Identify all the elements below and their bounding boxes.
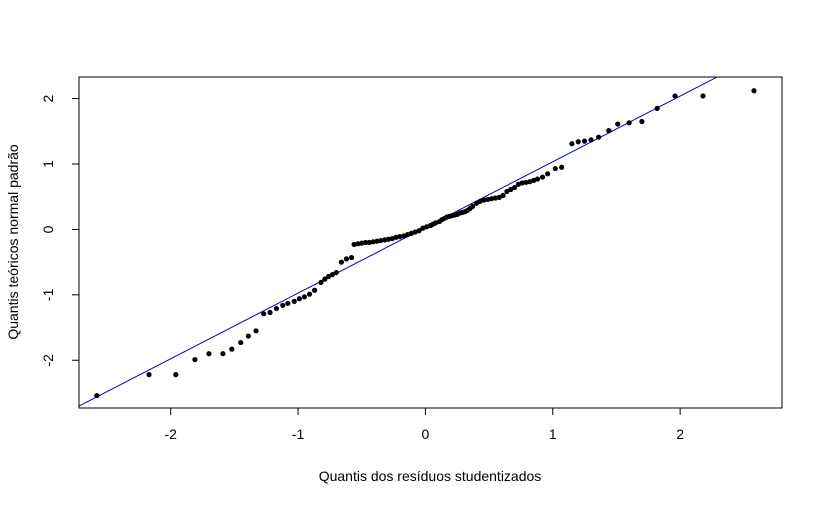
x-tick-label: -2 <box>164 426 177 442</box>
data-point <box>469 203 476 210</box>
data-point <box>534 176 541 182</box>
data-point <box>559 164 565 170</box>
data-point <box>500 192 506 199</box>
x-axis: -2 -1 0 1 2 <box>164 408 684 442</box>
data-point <box>496 194 502 200</box>
plot-area <box>79 77 757 407</box>
data-point <box>285 300 291 306</box>
data-point <box>492 195 499 201</box>
data-point <box>229 346 235 352</box>
data-point <box>312 287 318 293</box>
y-tick-label: -2 <box>40 354 56 367</box>
data-point <box>639 118 645 125</box>
data-point <box>519 180 525 186</box>
data-point <box>366 239 372 246</box>
y-axis: -2 -1 0 1 2 <box>40 94 79 366</box>
y-axis-title: Quantis teóricos normal padrão <box>5 144 21 340</box>
data-point <box>362 239 369 246</box>
data-point <box>273 305 280 312</box>
data-point <box>326 273 332 280</box>
y-tick-label: -1 <box>40 288 56 301</box>
data-point <box>382 237 388 243</box>
data-point <box>306 291 313 297</box>
data-point <box>173 372 179 378</box>
data-point <box>481 197 487 203</box>
plot-frame <box>78 76 783 409</box>
data-point <box>146 372 152 378</box>
data-point <box>615 121 621 127</box>
data-point <box>291 298 297 304</box>
data-point <box>280 302 286 308</box>
data-point <box>539 174 546 180</box>
data-point <box>238 339 244 346</box>
data-point <box>545 171 551 177</box>
data-point <box>318 279 324 286</box>
data-point <box>393 234 399 240</box>
data-point <box>508 186 514 193</box>
data-point <box>351 241 357 248</box>
data-point <box>581 138 588 144</box>
data-point <box>296 296 302 302</box>
data-point <box>511 184 518 191</box>
data-points <box>94 88 757 399</box>
data-point <box>329 271 336 278</box>
x-tick-label: 1 <box>549 426 557 442</box>
data-point <box>359 240 365 246</box>
data-point <box>374 238 380 244</box>
data-point <box>245 333 251 339</box>
data-point <box>596 134 602 140</box>
data-point <box>654 105 660 111</box>
data-point <box>416 228 422 234</box>
data-point <box>322 276 328 282</box>
data-point <box>94 392 100 399</box>
data-point <box>397 234 403 240</box>
y-tick-label: 2 <box>40 94 56 102</box>
data-point <box>253 328 259 334</box>
data-point <box>206 351 212 357</box>
data-point <box>552 165 558 172</box>
data-point <box>338 259 344 265</box>
x-tick-label: 0 <box>422 426 430 442</box>
data-point <box>575 139 581 145</box>
data-point <box>504 188 510 195</box>
data-point <box>348 254 355 261</box>
data-point <box>588 137 594 143</box>
data-point <box>626 120 632 126</box>
data-point <box>301 294 308 300</box>
data-point <box>385 236 392 242</box>
data-point <box>751 88 757 94</box>
data-point <box>672 93 678 99</box>
x-axis-title: Quantis dos resíduos studentizados <box>319 468 542 484</box>
data-point <box>343 256 350 262</box>
data-point <box>370 239 376 245</box>
data-point <box>378 237 384 244</box>
data-point <box>489 196 495 202</box>
data-point <box>569 141 575 147</box>
data-point <box>485 196 491 202</box>
data-point <box>606 128 612 134</box>
data-point <box>355 241 361 247</box>
y-tick-label: 1 <box>40 160 56 168</box>
data-point <box>267 309 273 316</box>
data-point <box>220 351 226 357</box>
x-tick-label: 2 <box>676 426 684 442</box>
data-point <box>261 311 267 317</box>
data-point <box>523 179 529 185</box>
data-point <box>192 356 198 363</box>
x-tick-label: -1 <box>292 426 305 442</box>
data-point <box>333 269 339 276</box>
data-point <box>700 93 706 99</box>
data-point <box>473 200 479 206</box>
y-tick-label: 0 <box>40 225 56 233</box>
